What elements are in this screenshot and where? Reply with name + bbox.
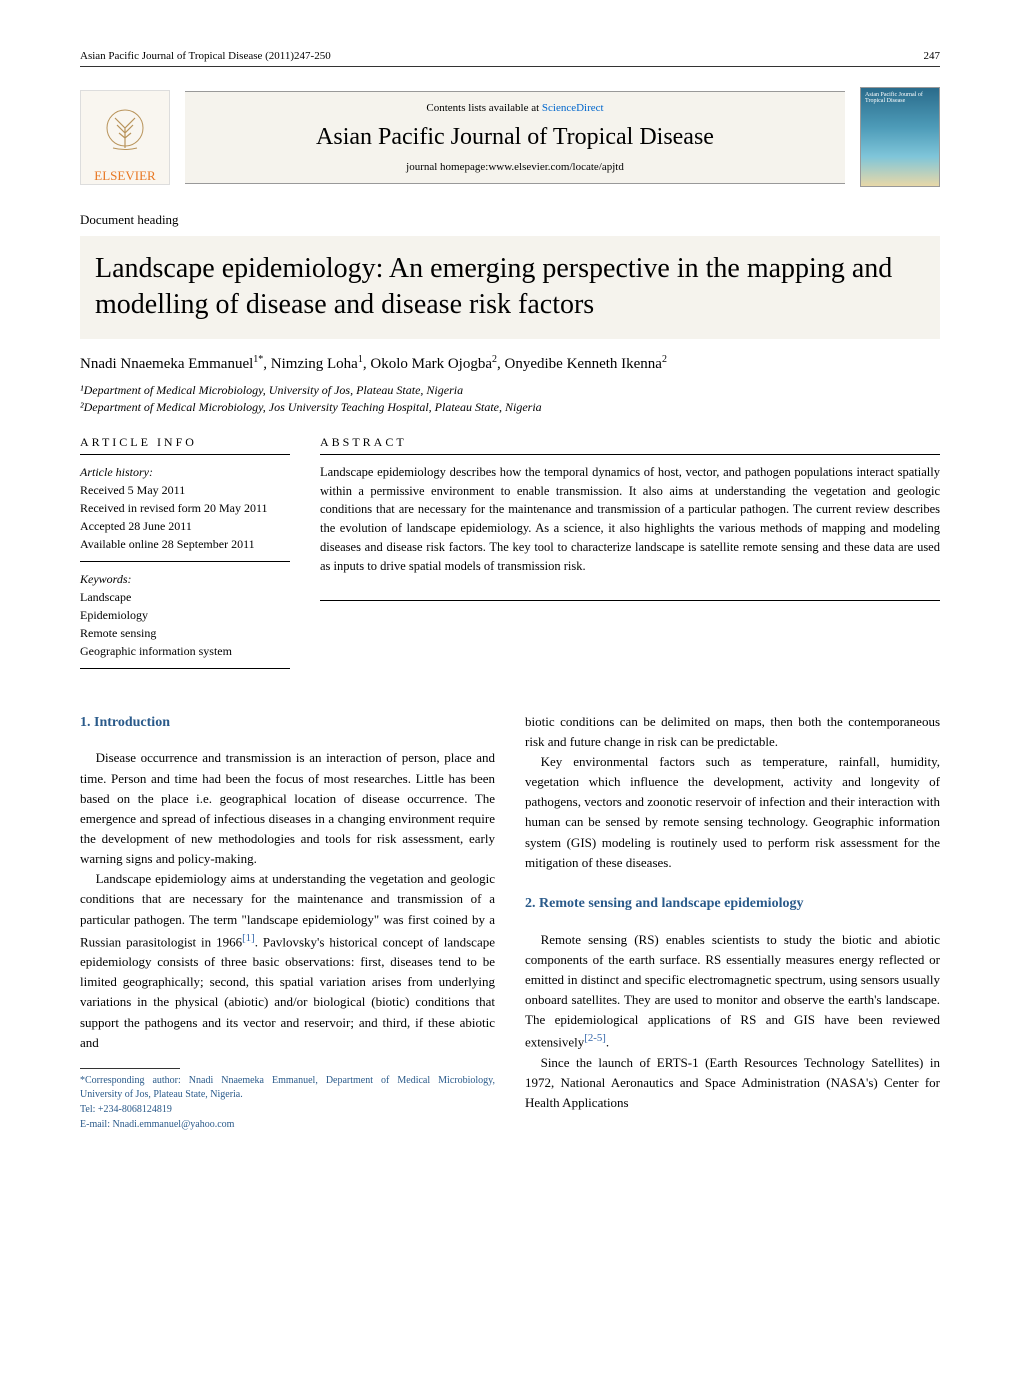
sciencedirect-link[interactable]: ScienceDirect [542, 102, 604, 114]
cover-title: Asian Pacific Journal of Tropical Diseas… [865, 92, 935, 104]
keyword-2: Epidemiology [80, 606, 290, 624]
s1-p2: Landscape epidemiology aims at understan… [80, 869, 495, 1053]
s1-p3-continuation: biotic conditions can be delimited on ma… [525, 712, 940, 752]
homepage-url: www.elsevier.com/locate/apjtd [488, 161, 624, 173]
running-header: Asian Pacific Journal of Tropical Diseas… [80, 50, 940, 67]
keyword-3: Remote sensing [80, 624, 290, 642]
journal-banner: ELSEVIER Contents lists available at Sci… [80, 87, 940, 187]
article-info: ARTICLE INFO Article history: Received 5… [80, 435, 290, 677]
keyword-1: Landscape [80, 588, 290, 606]
elsevier-wordmark: ELSEVIER [94, 168, 155, 184]
history-received: Received 5 May 2011 [80, 481, 290, 499]
running-header-page: 247 [924, 50, 941, 62]
affiliation-1: ¹Department of Medical Microbiology, Uni… [80, 383, 940, 398]
elsevier-logo: ELSEVIER [80, 90, 170, 185]
document-heading-label: Document heading [80, 212, 940, 228]
footnote: *Corresponding author: Nnadi Nnaemeka Em… [80, 1074, 495, 1132]
article-title: Landscape epidemiology: An emerging pers… [95, 251, 925, 324]
history-label: Article history: [80, 463, 290, 481]
body-col-right: biotic conditions can be delimited on ma… [525, 712, 940, 1133]
history-accepted: Accepted 28 June 2011 [80, 517, 290, 535]
s1-p4: Key environmental factors such as temper… [525, 752, 940, 873]
s2-p1: Remote sensing (RS) enables scientists t… [525, 930, 940, 1053]
banner-center: Contents lists available at ScienceDirec… [185, 91, 845, 184]
contents-text: Contents lists available at [426, 102, 541, 114]
abstract-heading: ABSTRACT [320, 435, 940, 455]
affiliation-2: ²Department of Medical Microbiology, Jos… [80, 400, 940, 415]
journal-homepage: journal homepage:www.elsevier.com/locate… [205, 161, 825, 173]
homepage-label: journal homepage: [406, 161, 488, 173]
elsevier-tree-icon [95, 103, 155, 163]
body-col-left: 1. Introduction Disease occurrence and t… [80, 712, 495, 1133]
body-columns: 1. Introduction Disease occurrence and t… [80, 712, 940, 1133]
footnote-corresponding: *Corresponding author: Nnadi Nnaemeka Em… [80, 1074, 495, 1102]
affiliations: ¹Department of Medical Microbiology, Uni… [80, 383, 940, 415]
footnote-separator [80, 1068, 180, 1069]
running-header-left: Asian Pacific Journal of Tropical Diseas… [80, 50, 331, 62]
authors: Nnadi Nnaemeka Emmanuel1*, Nimzing Loha1… [80, 354, 940, 373]
footnote-email: E-mail: Nnadi.emmanuel@yahoo.com [80, 1118, 495, 1132]
s2-p2: Since the launch of ERTS-1 (Earth Resour… [525, 1053, 940, 1113]
keywords-block: Keywords: Landscape Epidemiology Remote … [80, 570, 290, 669]
abstract-text: Landscape epidemiology describes how the… [320, 463, 940, 602]
keywords-label: Keywords: [80, 570, 290, 588]
history-block: Article history: Received 5 May 2011 Rec… [80, 463, 290, 562]
journal-cover-thumbnail: Asian Pacific Journal of Tropical Diseas… [860, 87, 940, 187]
title-block: Landscape epidemiology: An emerging pers… [80, 236, 940, 339]
journal-name: Asian Pacific Journal of Tropical Diseas… [205, 124, 825, 151]
contents-available: Contents lists available at ScienceDirec… [205, 102, 825, 114]
abstract-column: ABSTRACT Landscape epidemiology describe… [320, 435, 940, 677]
s1-p1: Disease occurrence and transmission is a… [80, 748, 495, 869]
info-abstract-row: ARTICLE INFO Article history: Received 5… [80, 435, 940, 677]
history-revised: Received in revised form 20 May 2011 [80, 499, 290, 517]
section-2-heading: 2. Remote sensing and landscape epidemio… [525, 893, 940, 915]
article-info-heading: ARTICLE INFO [80, 435, 290, 455]
keyword-4: Geographic information system [80, 642, 290, 660]
history-online: Available online 28 September 2011 [80, 535, 290, 553]
section-1-heading: 1. Introduction [80, 712, 495, 734]
footnote-tel: Tel: +234-8068124819 [80, 1103, 495, 1117]
